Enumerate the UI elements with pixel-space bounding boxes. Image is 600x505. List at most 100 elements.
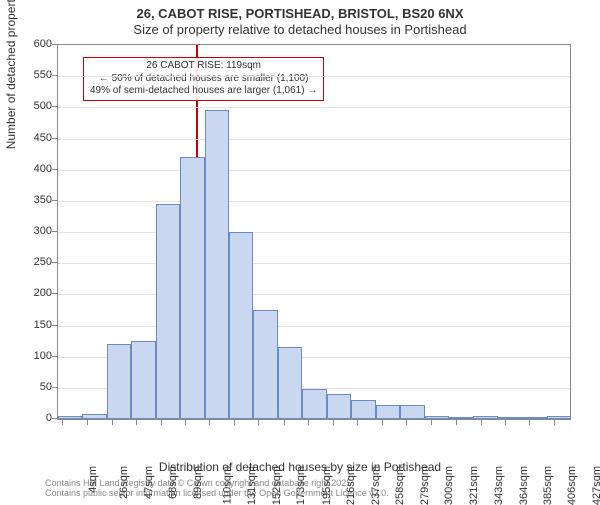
histogram-bar <box>498 417 522 419</box>
histogram-bar <box>58 416 82 419</box>
x-tick-mark <box>554 420 555 425</box>
x-tick-label: 89sqm <box>192 466 204 499</box>
x-tick-mark <box>481 420 482 425</box>
grid-line <box>58 139 570 140</box>
x-tick-label: 321sqm <box>468 466 480 505</box>
y-tick-label: 400 <box>12 163 52 175</box>
y-tick-label: 300 <box>12 225 52 237</box>
histogram-bar <box>229 232 253 419</box>
y-tick-mark <box>52 106 57 107</box>
grid-line <box>58 170 570 171</box>
x-tick-label: 216sqm <box>345 466 357 505</box>
histogram-bar <box>253 310 277 419</box>
x-tick-mark <box>112 420 113 425</box>
y-tick-mark <box>52 169 57 170</box>
y-tick-mark <box>52 356 57 357</box>
y-tick-label: 200 <box>12 287 52 299</box>
x-tick-label: 131sqm <box>247 466 259 505</box>
y-tick-mark <box>52 44 57 45</box>
annotation-line3: 49% of semi-detached houses are larger (… <box>90 85 317 98</box>
x-tick-label: 110sqm <box>221 466 233 504</box>
histogram-plot-area: 26 CABOT RISE: 119sqm ← 50% of detached … <box>57 44 571 420</box>
histogram-bar <box>547 416 571 419</box>
x-tick-mark <box>258 420 259 425</box>
histogram-bar <box>278 347 302 419</box>
histogram-bar <box>522 417 546 419</box>
grid-line <box>58 76 570 77</box>
x-tick-mark <box>308 420 309 425</box>
histogram-bar <box>400 405 424 419</box>
histogram-bar <box>351 400 375 419</box>
x-tick-mark <box>62 420 63 425</box>
annotation-line2: ← 50% of detached houses are smaller (1,… <box>90 73 317 86</box>
x-tick-mark <box>382 420 383 425</box>
grid-line <box>58 232 570 233</box>
y-tick-mark <box>52 325 57 326</box>
x-tick-mark <box>431 420 432 425</box>
y-tick-label: 150 <box>12 319 52 331</box>
histogram-bar <box>449 417 473 419</box>
y-tick-mark <box>52 387 57 388</box>
x-tick-label: 4sqm <box>87 466 99 493</box>
histogram-bar <box>425 416 449 419</box>
chart-title-line1: 26, CABOT RISE, PORTISHEAD, BRISTOL, BS2… <box>0 0 600 22</box>
annotation-line1: 26 CABOT RISE: 119sqm <box>90 60 317 73</box>
histogram-bar <box>131 341 155 419</box>
x-tick-mark <box>284 420 285 425</box>
x-tick-label: 152sqm <box>271 466 283 505</box>
histogram-bar <box>107 344 131 419</box>
x-tick-label: 279sqm <box>419 466 431 505</box>
grid-line <box>58 326 570 327</box>
annotation-box: 26 CABOT RISE: 119sqm ← 50% of detached … <box>83 57 324 101</box>
x-tick-label: 364sqm <box>518 466 530 505</box>
histogram-bar <box>327 394 351 419</box>
x-tick-label: 47sqm <box>143 466 155 499</box>
x-tick-label: 68sqm <box>167 466 179 499</box>
y-tick-label: 500 <box>12 100 52 112</box>
x-tick-label: 427sqm <box>591 466 600 505</box>
histogram-bar <box>82 414 106 419</box>
y-tick-label: 100 <box>12 350 52 362</box>
histogram-bar <box>376 405 400 419</box>
x-tick-label: 385sqm <box>542 466 554 505</box>
grid-line <box>58 201 570 202</box>
histogram-bar <box>302 389 326 419</box>
x-tick-mark <box>136 420 137 425</box>
y-tick-mark <box>52 138 57 139</box>
grid-line <box>58 294 570 295</box>
histogram-bar <box>205 110 229 419</box>
x-tick-mark <box>456 420 457 425</box>
x-tick-mark <box>87 420 88 425</box>
y-tick-mark <box>52 231 57 232</box>
y-tick-label: 50 <box>12 381 52 393</box>
y-tick-mark <box>52 293 57 294</box>
y-tick-mark <box>52 75 57 76</box>
x-tick-mark <box>209 420 210 425</box>
x-tick-label: 26sqm <box>118 466 130 499</box>
x-tick-label: 343sqm <box>493 466 505 505</box>
grid-line <box>58 107 570 108</box>
x-tick-mark <box>185 420 186 425</box>
x-tick-label: 300sqm <box>443 466 455 505</box>
x-tick-mark <box>333 420 334 425</box>
x-tick-mark <box>357 420 358 425</box>
y-tick-label: 250 <box>12 256 52 268</box>
x-tick-mark <box>529 420 530 425</box>
grid-line <box>58 263 570 264</box>
x-tick-mark <box>505 420 506 425</box>
histogram-bar <box>473 416 497 419</box>
x-tick-label: 195sqm <box>321 466 333 505</box>
y-tick-mark <box>52 200 57 201</box>
x-tick-mark <box>161 420 162 425</box>
histogram-bar <box>156 204 180 419</box>
chart-title-line2: Size of property relative to detached ho… <box>0 22 600 38</box>
y-tick-label: 600 <box>12 38 52 50</box>
x-tick-label: 173sqm <box>295 466 307 505</box>
y-tick-label: 0 <box>12 412 52 424</box>
x-tick-label: 237sqm <box>370 466 382 505</box>
x-tick-mark <box>234 420 235 425</box>
y-tick-label: 350 <box>12 194 52 206</box>
x-tick-label: 258sqm <box>394 466 406 505</box>
histogram-bar <box>180 157 204 419</box>
x-tick-label: 406sqm <box>567 466 579 505</box>
